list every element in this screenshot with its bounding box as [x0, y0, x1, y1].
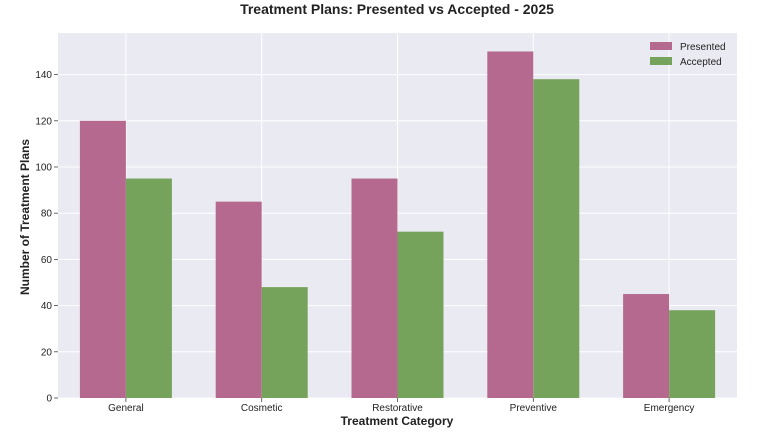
bar-presented-cosmetic [215, 201, 262, 398]
y-tick-label: 60 [41, 255, 53, 266]
y-tick-label: 20 [41, 347, 53, 358]
bar-accepted-emergency [669, 310, 716, 398]
y-axis-title: Number of Treatment Plans [18, 139, 32, 295]
legend-swatch-presented [650, 42, 672, 50]
y-tick-label: 100 [35, 162, 52, 173]
bar-presented-emergency [623, 294, 670, 398]
legend: Presented Accepted [650, 42, 726, 68]
bar-accepted-general [125, 178, 172, 398]
x-tick-label: Emergency [644, 403, 695, 414]
bar-accepted-restorative [397, 231, 444, 398]
legend-label-accepted: Accepted [680, 57, 722, 68]
x-tick-label: General [108, 403, 144, 414]
x-tick-label: Cosmetic [241, 403, 283, 414]
legend-swatch-accepted [650, 57, 672, 65]
y-tick-label: 140 [35, 70, 52, 81]
bar-presented-preventive [487, 51, 534, 398]
bars [79, 51, 716, 399]
y-tick-label: 120 [35, 116, 52, 127]
y-tick-label: 80 [41, 209, 53, 220]
y-tick-label: 40 [41, 301, 53, 312]
x-axis-title: Treatment Category [341, 414, 454, 428]
chart-title: Treatment Plans: Presented vs Accepted -… [240, 1, 554, 17]
bar-presented-restorative [351, 178, 398, 398]
bar-accepted-cosmetic [261, 287, 308, 398]
legend-label-presented: Presented [680, 42, 726, 53]
bar-presented-general [79, 120, 126, 398]
x-tick-label: Restorative [372, 403, 423, 414]
axes: 0 20 40 60 80 100 120 140 General Cosmetic Restora… [35, 70, 694, 414]
bar-accepted-preventive [533, 79, 580, 399]
y-tick-label: 0 [46, 394, 52, 405]
x-tick-label: Preventive [510, 403, 558, 414]
